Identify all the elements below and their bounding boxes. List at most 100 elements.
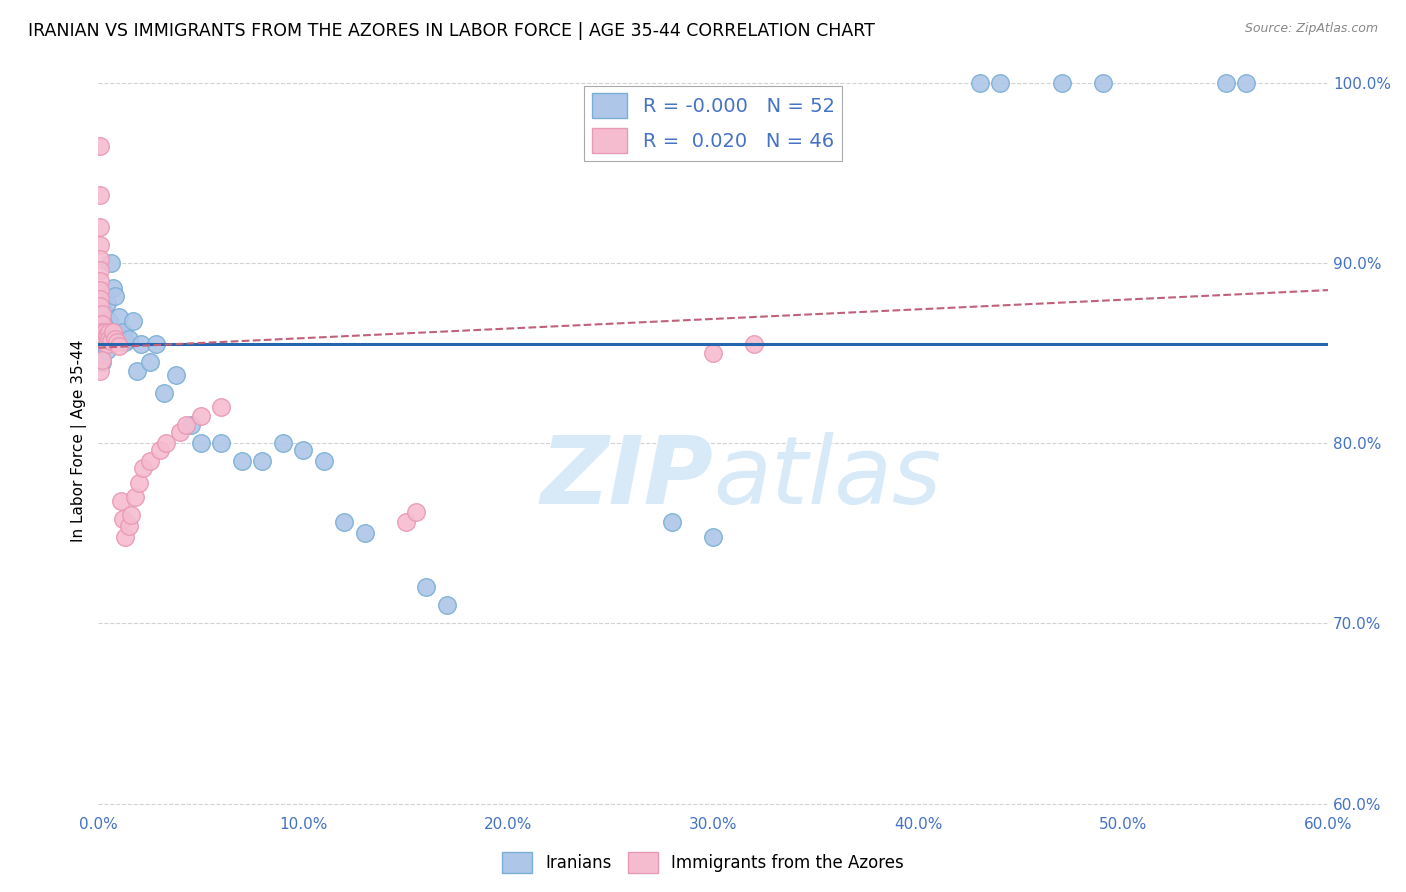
Point [333, 516, 356, 530]
Point [105, 325, 128, 339]
Point [96, 337, 118, 351]
Point [104, 332, 127, 346]
Point [114, 335, 136, 350]
Point [93, 306, 115, 320]
Point [96, 328, 118, 343]
Point [169, 425, 191, 440]
Point [91, 314, 114, 328]
Point [165, 368, 187, 382]
Point [131, 337, 153, 351]
Point [97, 325, 120, 339]
Point [436, 599, 458, 613]
Point [155, 436, 177, 450]
Point [312, 454, 335, 468]
Point [128, 475, 150, 490]
Point [91, 325, 114, 339]
Point [89, 292, 111, 306]
Point [89, 325, 111, 339]
Point [89, 350, 111, 364]
Point [1234, 76, 1257, 90]
Point [89, 292, 111, 306]
Point [89, 139, 111, 153]
Point [118, 332, 141, 346]
Point [93, 319, 115, 334]
Point [661, 516, 683, 530]
Point [118, 519, 141, 533]
Point [89, 335, 111, 350]
Point [122, 314, 145, 328]
Legend: Iranians, Immigrants from the Azores: Iranians, Immigrants from the Azores [495, 846, 911, 880]
Point [742, 337, 765, 351]
Point [89, 299, 111, 313]
Legend: R = -0.000   N = 52, R =  0.020   N = 46: R = -0.000 N = 52, R = 0.020 N = 46 [583, 86, 842, 161]
Point [110, 494, 132, 508]
Point [114, 530, 136, 544]
Point [110, 332, 132, 346]
Point [209, 436, 232, 450]
Point [91, 301, 114, 315]
Point [702, 346, 724, 360]
Point [96, 295, 118, 310]
Point [988, 76, 1011, 90]
Point [231, 454, 253, 468]
Point [969, 76, 991, 90]
Point [1215, 76, 1237, 90]
Point [93, 335, 115, 350]
Point [176, 418, 198, 433]
Point [89, 238, 111, 252]
Point [702, 530, 724, 544]
Point [395, 516, 418, 530]
Point [271, 436, 294, 450]
Point [100, 334, 122, 348]
Point [97, 314, 120, 328]
Point [93, 325, 115, 339]
Point [91, 332, 114, 346]
Point [105, 335, 128, 350]
Point [97, 328, 120, 343]
Point [89, 283, 111, 297]
Point [111, 512, 134, 526]
Point [1091, 76, 1114, 90]
Point [91, 353, 114, 368]
Point [149, 443, 172, 458]
Point [101, 281, 124, 295]
Y-axis label: In Labor Force | Age 35-44: In Labor Force | Age 35-44 [72, 339, 87, 541]
Point [89, 220, 111, 235]
Point [91, 355, 114, 369]
Point [190, 436, 212, 450]
Point [91, 318, 114, 332]
Point [415, 580, 437, 594]
Point [180, 418, 202, 433]
Point [353, 526, 375, 541]
Text: IRANIAN VS IMMIGRANTS FROM THE AZORES IN LABOR FORCE | AGE 35-44 CORRELATION CHA: IRANIAN VS IMMIGRANTS FROM THE AZORES IN… [28, 22, 875, 40]
Point [104, 288, 127, 302]
Point [97, 332, 120, 346]
Point [127, 364, 149, 378]
Point [405, 505, 427, 519]
Point [1050, 76, 1073, 90]
Point [89, 364, 111, 378]
Point [96, 343, 118, 357]
Point [120, 508, 142, 523]
Point [89, 263, 111, 277]
Point [190, 409, 212, 424]
Point [209, 401, 232, 415]
Point [89, 310, 111, 325]
Point [89, 187, 111, 202]
Point [89, 252, 111, 267]
Point [132, 461, 155, 475]
Point [111, 325, 134, 339]
Point [153, 385, 176, 400]
Point [100, 256, 122, 270]
Point [108, 310, 131, 325]
Point [292, 443, 315, 458]
Point [138, 454, 160, 468]
Point [145, 337, 167, 351]
Point [91, 332, 114, 346]
Text: Source: ZipAtlas.com: Source: ZipAtlas.com [1244, 22, 1378, 36]
Point [93, 332, 115, 346]
Point [108, 339, 131, 353]
Point [101, 325, 124, 339]
Point [252, 454, 274, 468]
Text: ZIP: ZIP [540, 432, 713, 524]
